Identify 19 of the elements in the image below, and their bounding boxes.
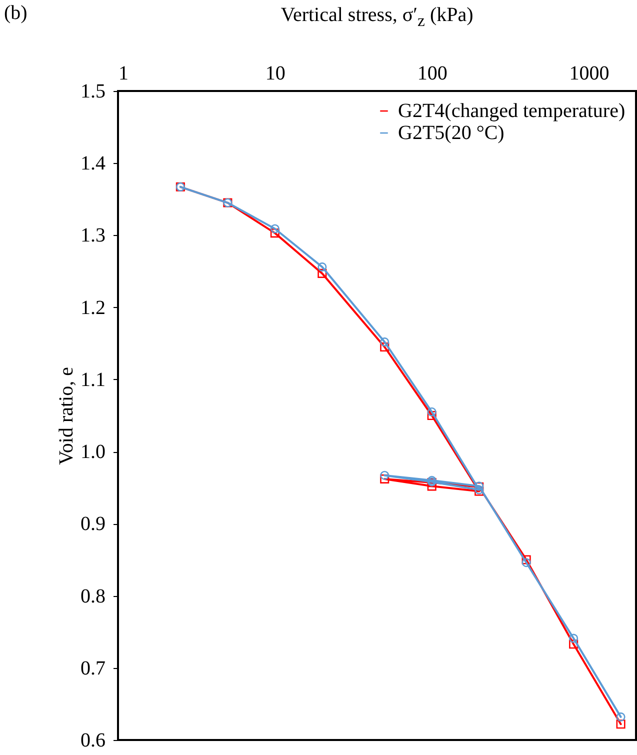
x-tick-label: 10 bbox=[265, 62, 286, 84]
y-tick-label: 1.1 bbox=[80, 368, 106, 391]
y-tick-label: 1.5 bbox=[80, 80, 106, 102]
y-tick-label: 1.3 bbox=[80, 224, 106, 247]
y-tick-label: 1.2 bbox=[80, 296, 106, 319]
text: (b) bbox=[4, 2, 28, 25]
x-tick-label: 100 bbox=[417, 62, 448, 84]
legend-label: G2T5(20 °C) bbox=[398, 122, 504, 144]
y-tick-label: 0.8 bbox=[80, 585, 106, 608]
y-tick-label: 1.4 bbox=[80, 152, 106, 175]
y-tick-label: 1.0 bbox=[80, 441, 106, 464]
x-axis-title: Vertical stress, σ′$_{z}$ (kPa) bbox=[280, 4, 474, 31]
x-tick-label: 1000 bbox=[569, 62, 610, 84]
y-tick-label: 0.7 bbox=[80, 657, 106, 680]
y-axis-title: Void ratio, e bbox=[56, 366, 78, 465]
y-tick-label: 0.6 bbox=[80, 730, 106, 752]
x-tick-label: 1 bbox=[118, 62, 128, 84]
legend-label: G2T4(changed temperature) bbox=[398, 100, 626, 122]
y-tick-label: 0.9 bbox=[80, 513, 106, 536]
